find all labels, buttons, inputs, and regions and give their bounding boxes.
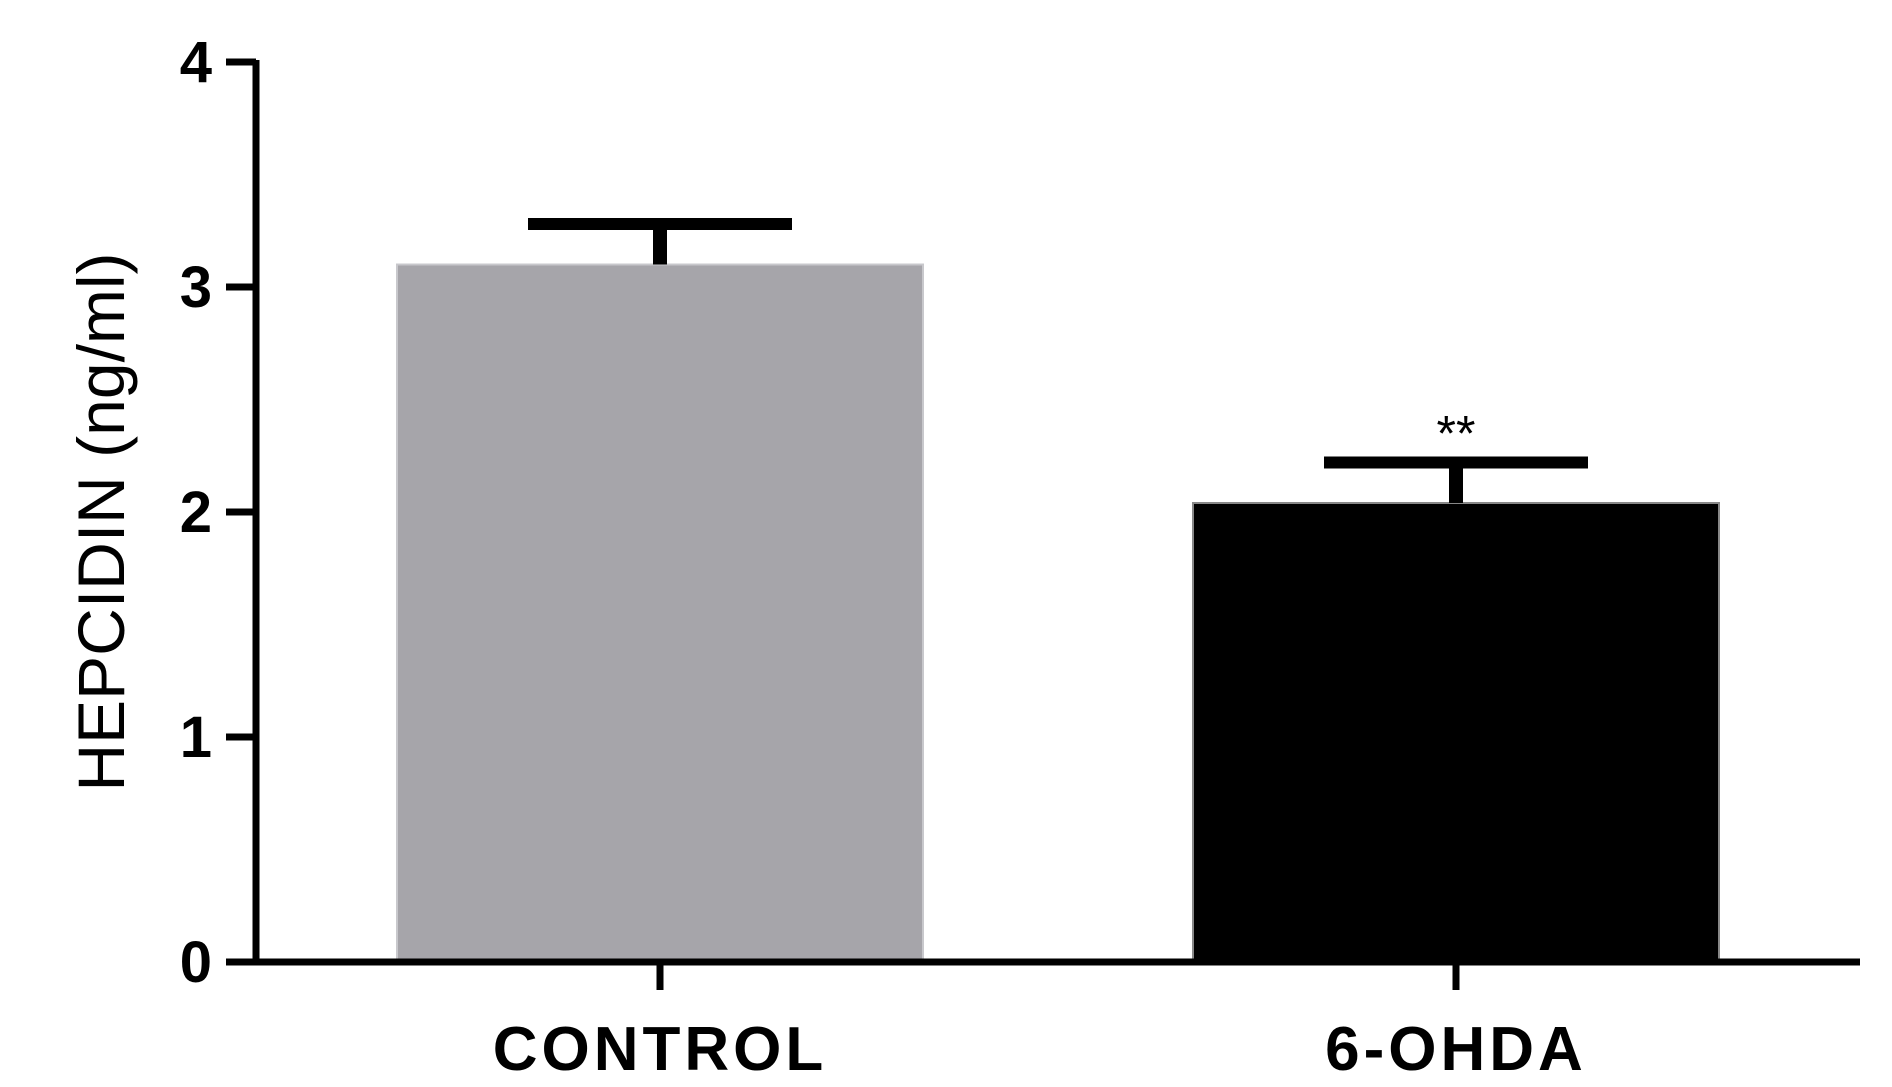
- y-tick-label-4: 4: [180, 30, 212, 95]
- x-tick-label-6-ohda: 6-OHDA: [1325, 1015, 1587, 1084]
- error-bars-group: [528, 218, 1588, 503]
- y-axis-title: HEPCIDIN (ng/ml): [64, 252, 138, 791]
- x-tick-label-control: CONTROL: [493, 1015, 828, 1084]
- y-ticks-group: 0 1 2 3 4: [180, 30, 256, 995]
- x-ticks-group: CONTROL 6-OHDA: [493, 962, 1587, 1084]
- plot-area: **: [396, 218, 1720, 963]
- y-tick-label-1: 1: [180, 705, 212, 770]
- y-tick-label-0: 0: [180, 930, 212, 995]
- bar-control: [396, 263, 924, 963]
- significance-6-ohda: **: [1437, 406, 1476, 462]
- y-tick-label-3: 3: [180, 255, 212, 320]
- bar-6-ohda: [1192, 502, 1720, 963]
- y-axis: 0 1 2 3 4 HEPCIDIN (ng/ml): [64, 30, 260, 995]
- y-tick-label-2: 2: [180, 480, 212, 545]
- x-axis: CONTROL 6-OHDA: [253, 958, 1860, 1084]
- bars-group: [396, 263, 1720, 963]
- annotations-group: **: [1437, 406, 1476, 462]
